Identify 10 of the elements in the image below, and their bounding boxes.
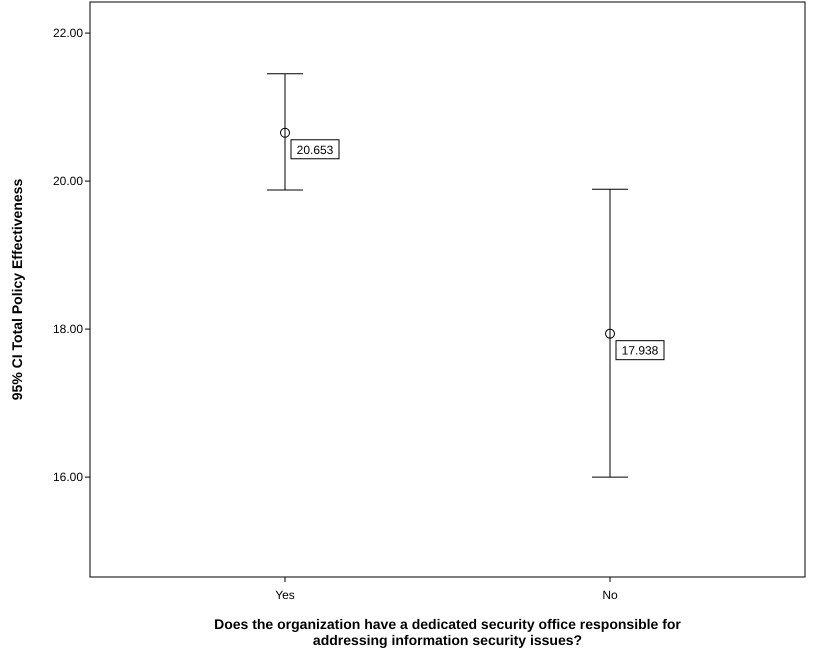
y-tick-label: 20.00: [52, 174, 84, 188]
x-tick-label: No: [602, 588, 618, 602]
x-tick-label: Yes: [275, 588, 295, 602]
y-axis-title: 95% CI Total Policy Effectiveness: [9, 178, 25, 400]
data-label: 17.938: [622, 344, 659, 358]
x-axis-title: Does the organization have a dedicated security office responsible for addressing information security issues?: [214, 616, 682, 648]
y-tick-label: 18.00: [52, 322, 84, 336]
data-label: 20.653: [296, 142, 334, 157]
y-tick-label: 16.00: [52, 470, 84, 484]
y-tick-label: 22.00: [52, 26, 84, 40]
